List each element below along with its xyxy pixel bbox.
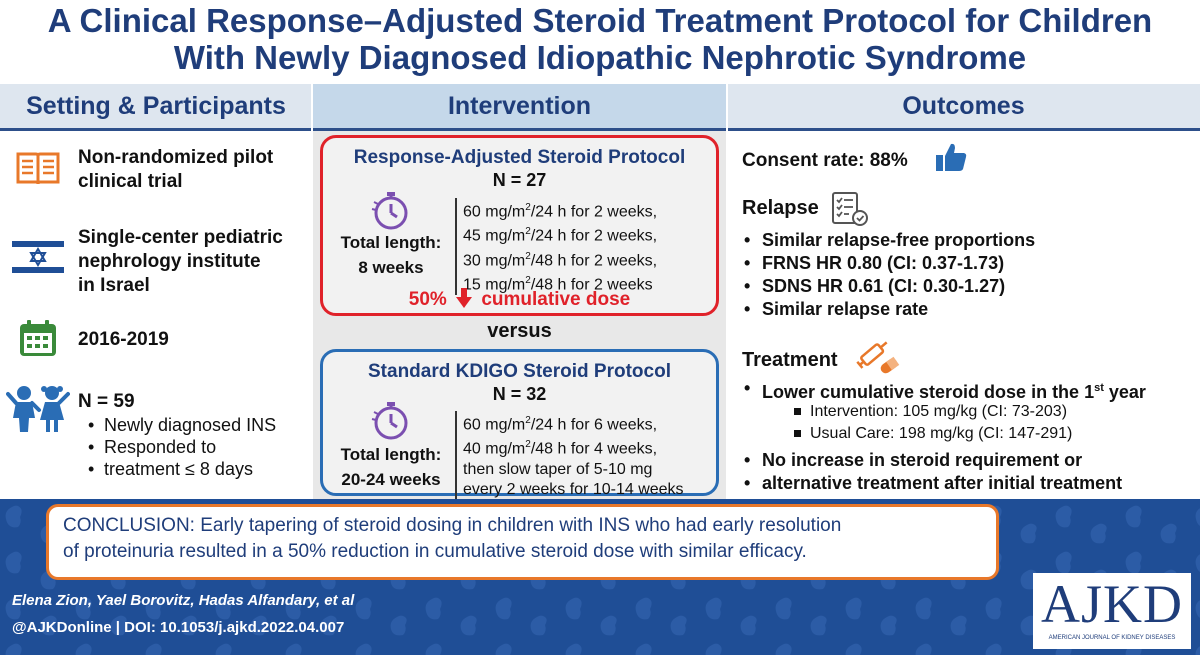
dose-comparison-list: Intervention: 105 mg/kg (CI: 73-203) Usu…	[792, 401, 1072, 445]
header-divider	[0, 128, 1200, 131]
cumulative-dose-reduction: 50% cumulative dose	[408, 288, 631, 310]
list-item: SDNS HR 0.61 (CI: 0.30-1.27)	[742, 275, 1035, 298]
total-length: Total length: 20-24 weeks	[340, 445, 442, 489]
children-icon	[6, 386, 70, 432]
list-item: Responded to	[84, 436, 276, 458]
setting-header: Setting & Participants	[0, 84, 312, 128]
list-item: Lower cumulative steroid dose in the 1st…	[742, 377, 1146, 404]
protocol-n: N = 32	[492, 384, 547, 404]
column-divider	[726, 84, 728, 499]
total-length: Total length: 8 weeks	[340, 233, 442, 277]
protocol-n: N = 27	[492, 170, 547, 190]
treatment-heading: Treatment	[742, 349, 838, 371]
list-item: Similar relapse-free proportions	[742, 229, 1035, 252]
ajkd-logo: AJKD AMERICAN JOURNAL OF KIDNEY DISEASES	[1033, 573, 1191, 649]
participant-count: N = 59	[78, 391, 135, 412]
medication-icon	[856, 341, 900, 374]
title-line-1: A Clinical Response–Adjusted Steroid Tre…	[47, 2, 1153, 39]
conclusion-label: CONCLUSION:	[63, 515, 195, 536]
title-line-2: With Newly Diagnosed Idiopathic Nephroti…	[173, 39, 1027, 76]
list-item: Similar relapse rate	[742, 298, 1035, 321]
relapse-heading: Relapse	[742, 197, 819, 219]
relapse-list: Similar relapse-free proportions FRNS HR…	[742, 229, 1035, 321]
standard-protocol-box: Standard KDIGO Steroid Protocol N = 32 T…	[320, 349, 719, 500]
list-item: Newly diagnosed INS	[84, 414, 276, 436]
list-item: alternative treatment after initial trea…	[742, 472, 1122, 495]
israel-flag-icon	[12, 238, 64, 276]
list-item: treatment ≤ 8 days	[84, 458, 276, 480]
outcomes-header: Outcomes	[727, 84, 1200, 128]
consent-rate: Consent rate: 88%	[742, 150, 908, 171]
open-book-icon	[16, 152, 60, 185]
versus-label: versus	[487, 320, 552, 342]
intervention-header: Intervention	[312, 84, 727, 128]
thumbs-up-icon	[936, 143, 967, 171]
conclusion-box: CONCLUSION: Early tapering of steroid do…	[46, 504, 999, 580]
trial-type: Non-randomized pilot clinical trial	[78, 147, 274, 192]
list-item: No increase in steroid requirement or	[742, 449, 1122, 472]
list-item: Usual Care: 198 mg/kg (CI: 147-291)	[792, 423, 1072, 445]
protocol-title: Response-Adjusted Steroid Protocol	[353, 147, 686, 168]
checklist-icon	[832, 192, 868, 226]
authors: Elena Zion, Yael Borovitz, Hadas Alfanda…	[12, 592, 355, 609]
study-center: Single-center pediatric nephrology insti…	[78, 227, 283, 296]
stopwatch-icon	[371, 402, 408, 440]
study-years: 2016-2019	[78, 329, 169, 350]
infographic-title: A Clinical Response–Adjusted Steroid Tre…	[0, 2, 1200, 76]
list-item: FRNS HR 0.80 (CI: 0.37-1.73)	[742, 252, 1035, 275]
stopwatch-icon	[371, 192, 408, 230]
dose-schedule: 60 mg/m2/24 h for 6 weeks, 40 mg/m2/48 h…	[455, 411, 684, 500]
response-adjusted-protocol-box: Response-Adjusted Steroid Protocol N = 2…	[320, 135, 719, 316]
dose-schedule: 60 mg/m2/24 h for 2 weeks, 45 mg/m2/24 h…	[455, 198, 657, 296]
calendar-icon	[20, 320, 56, 356]
list-item: Intervention: 105 mg/kg (CI: 73-203)	[792, 401, 1072, 423]
steroid-requirement-list: No increase in steroid requirement or al…	[742, 449, 1122, 495]
down-arrow-icon	[456, 288, 473, 308]
participant-criteria: Newly diagnosed INS Responded to treatme…	[84, 414, 276, 480]
doi-link[interactable]: @AJKDonline | DOI: 10.1053/j.ajkd.2022.0…	[12, 619, 345, 636]
protocol-title: Standard KDIGO Steroid Protocol	[368, 361, 671, 382]
column-divider	[311, 84, 313, 499]
treatment-list: Lower cumulative steroid dose in the 1st…	[742, 377, 1146, 404]
